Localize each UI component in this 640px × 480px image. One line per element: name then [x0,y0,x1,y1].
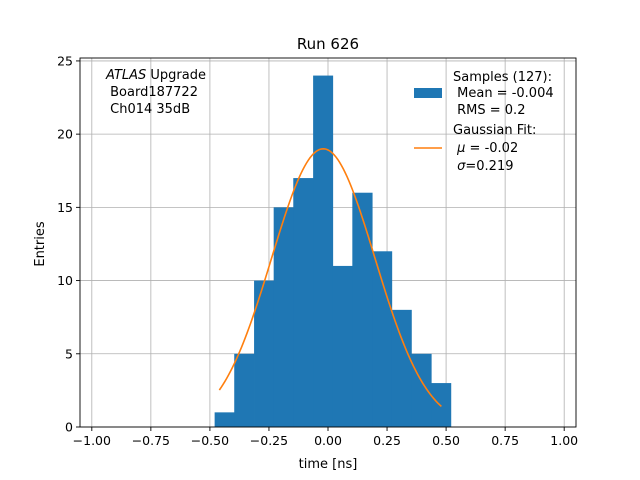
legend-fit-line-2: μ = -0.02 [453,141,518,156]
upgrade-label: Upgrade [146,68,206,83]
x-tick-label: 1.00 [550,433,578,448]
atlas-annotation: ATLAS Upgrade Board187722 Ch014 35dB [105,68,206,117]
x-tick-label: 0.75 [491,433,519,448]
x-axis-ticks: −1.00 −0.75 −0.50 −0.25 0.00 0.25 0.50 0.75 1.00 [73,427,578,448]
annotation-line-2: Board187722 [106,85,198,100]
histogram-bar [273,207,294,427]
histogram-bar [431,383,452,427]
atlas-label: ATLAS [105,68,146,83]
sigma-value: =0.219 [465,159,513,174]
gaussian-fit-line [218,147,442,408]
histogram-bar [234,353,255,427]
histogram-bar [411,353,432,427]
annotation-line-1: ATLAS Upgrade [105,68,206,83]
y-tick-label: 25 [57,53,73,68]
y-tick-label: 5 [65,346,73,361]
legend: Samples (127): Mean = -0.004 RMS = 0.2 G… [414,70,554,174]
histogram-bar [391,309,412,427]
histogram-bar [293,178,314,427]
legend-samples-patch [414,88,442,98]
y-tick-label: 0 [65,420,73,435]
y-tick-label: 15 [57,200,73,215]
y-axis-label: Entries [33,221,48,267]
mu-symbol: μ [456,141,465,156]
histogram-bar [254,280,275,427]
legend-samples-line-1: Samples (127): [453,70,552,85]
x-tick-label: 0.00 [314,433,342,448]
histogram-bar [214,412,235,427]
y-axis-ticks: 0 5 10 15 20 25 [57,53,80,435]
chart-title: Run 626 [297,35,359,53]
x-tick-label: −0.25 [250,433,288,448]
mu-value: = -0.02 [465,141,518,156]
annotation-line-3: Ch014 35dB [106,102,190,117]
histogram-bar [352,192,373,427]
histogram-bars [214,75,452,428]
y-tick-label: 10 [57,273,73,288]
legend-samples-line-2: Mean = -0.004 [453,86,554,101]
legend-fit-line-3: σ=0.219 [453,159,514,174]
x-tick-label: 0.50 [432,433,460,448]
legend-samples-line-3: RMS = 0.2 [453,103,525,118]
x-tick-label: −0.75 [132,433,170,448]
x-tick-label: −0.50 [191,433,229,448]
x-tick-label: −1.00 [73,433,111,448]
x-tick-label: 0.25 [373,433,401,448]
sigma-symbol: σ [457,159,466,174]
histogram-bar [332,265,353,427]
y-tick-label: 20 [57,127,73,142]
histogram-bar [372,251,393,427]
histogram-bar [313,75,334,428]
x-axis-label: time [ns] [299,457,358,472]
legend-fit-line-1: Gaussian Fit: [453,123,536,138]
